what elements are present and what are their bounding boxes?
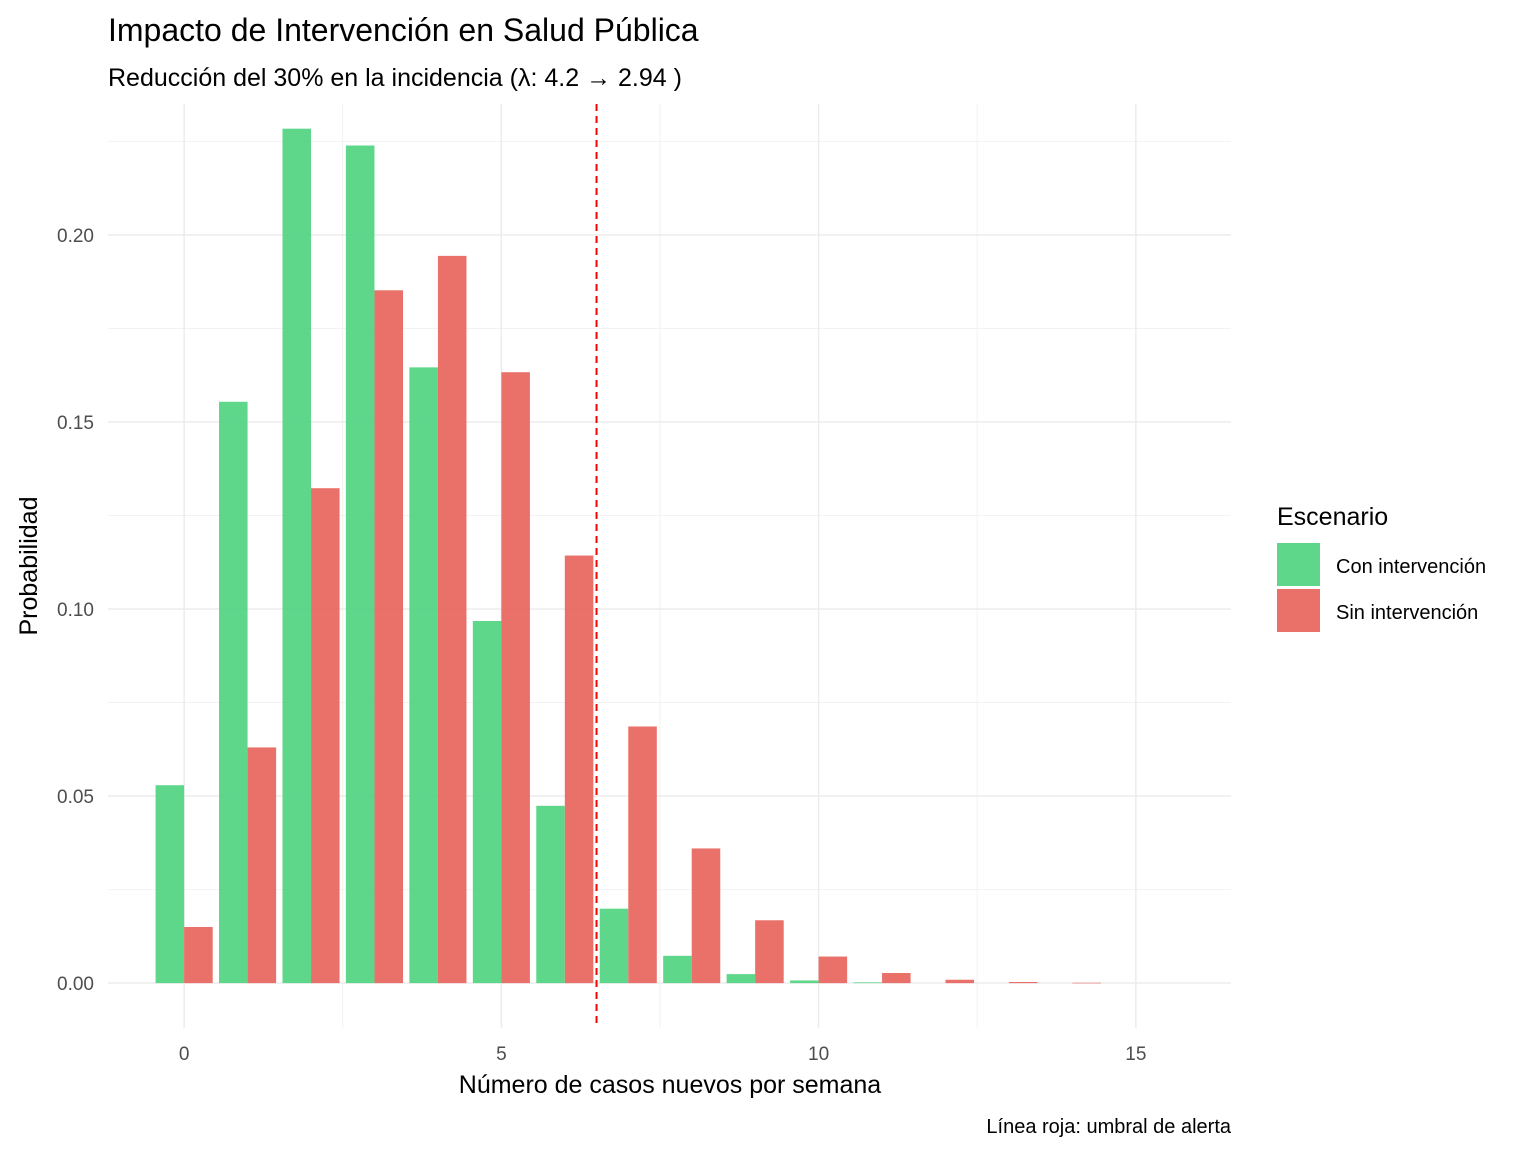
bar <box>345 145 375 984</box>
legend-title: Escenario <box>1277 503 1388 531</box>
bar <box>1072 982 1101 984</box>
x-tick-label: 15 <box>1125 1044 1146 1065</box>
y-tick-label: 0.10 <box>57 600 94 621</box>
bar <box>311 488 340 984</box>
bar <box>1008 981 1038 984</box>
bar <box>472 620 502 984</box>
bar <box>282 128 312 984</box>
bar <box>818 956 848 984</box>
bar <box>663 955 692 984</box>
x-tick-label: 0 <box>179 1044 190 1065</box>
bar <box>599 908 629 984</box>
bar <box>501 372 530 984</box>
x-tick-label: 10 <box>808 1044 829 1065</box>
bar <box>219 401 248 984</box>
bars <box>155 128 1101 984</box>
bar <box>409 367 438 984</box>
bar <box>374 290 404 984</box>
legend-label: Con intervención <box>1336 556 1486 578</box>
bar <box>853 982 883 984</box>
x-axis-title: Número de casos nuevos por semana <box>459 1071 882 1099</box>
legend-swatch <box>1277 589 1320 632</box>
y-axis-ticks: 0.00 0.05 0.10 0.15 0.20 <box>57 226 94 995</box>
legend-swatch <box>1277 543 1320 586</box>
chart-subtitle: Reducción del 30% en la incidencia (λ: 4… <box>108 64 682 92</box>
bar <box>437 255 467 984</box>
bar <box>691 848 721 984</box>
bar <box>536 805 565 984</box>
legend: Escenario Con intervención Sin intervenci… <box>1277 503 1486 632</box>
bar <box>882 973 911 984</box>
bar <box>628 726 657 984</box>
x-axis-ticks: 0 5 10 15 <box>179 1044 1147 1065</box>
y-axis-title: Probabilidad <box>15 497 43 636</box>
bar <box>945 979 975 984</box>
bar <box>726 974 756 984</box>
x-tick-label: 5 <box>496 1044 507 1065</box>
bar <box>790 980 819 984</box>
bar <box>564 555 594 984</box>
bar <box>155 785 185 984</box>
chart-caption: Línea roja: umbral de alerta <box>986 1116 1231 1138</box>
bar <box>184 927 213 984</box>
chart-title: Impacto de Intervención en Salud Pública <box>108 12 699 48</box>
y-tick-label: 0.00 <box>57 974 94 995</box>
legend-label: Sin intervención <box>1336 602 1478 624</box>
y-tick-label: 0.05 <box>57 787 94 808</box>
y-tick-label: 0.15 <box>57 413 94 434</box>
bar <box>755 920 784 984</box>
bar <box>247 747 277 984</box>
y-tick-label: 0.20 <box>57 226 94 247</box>
